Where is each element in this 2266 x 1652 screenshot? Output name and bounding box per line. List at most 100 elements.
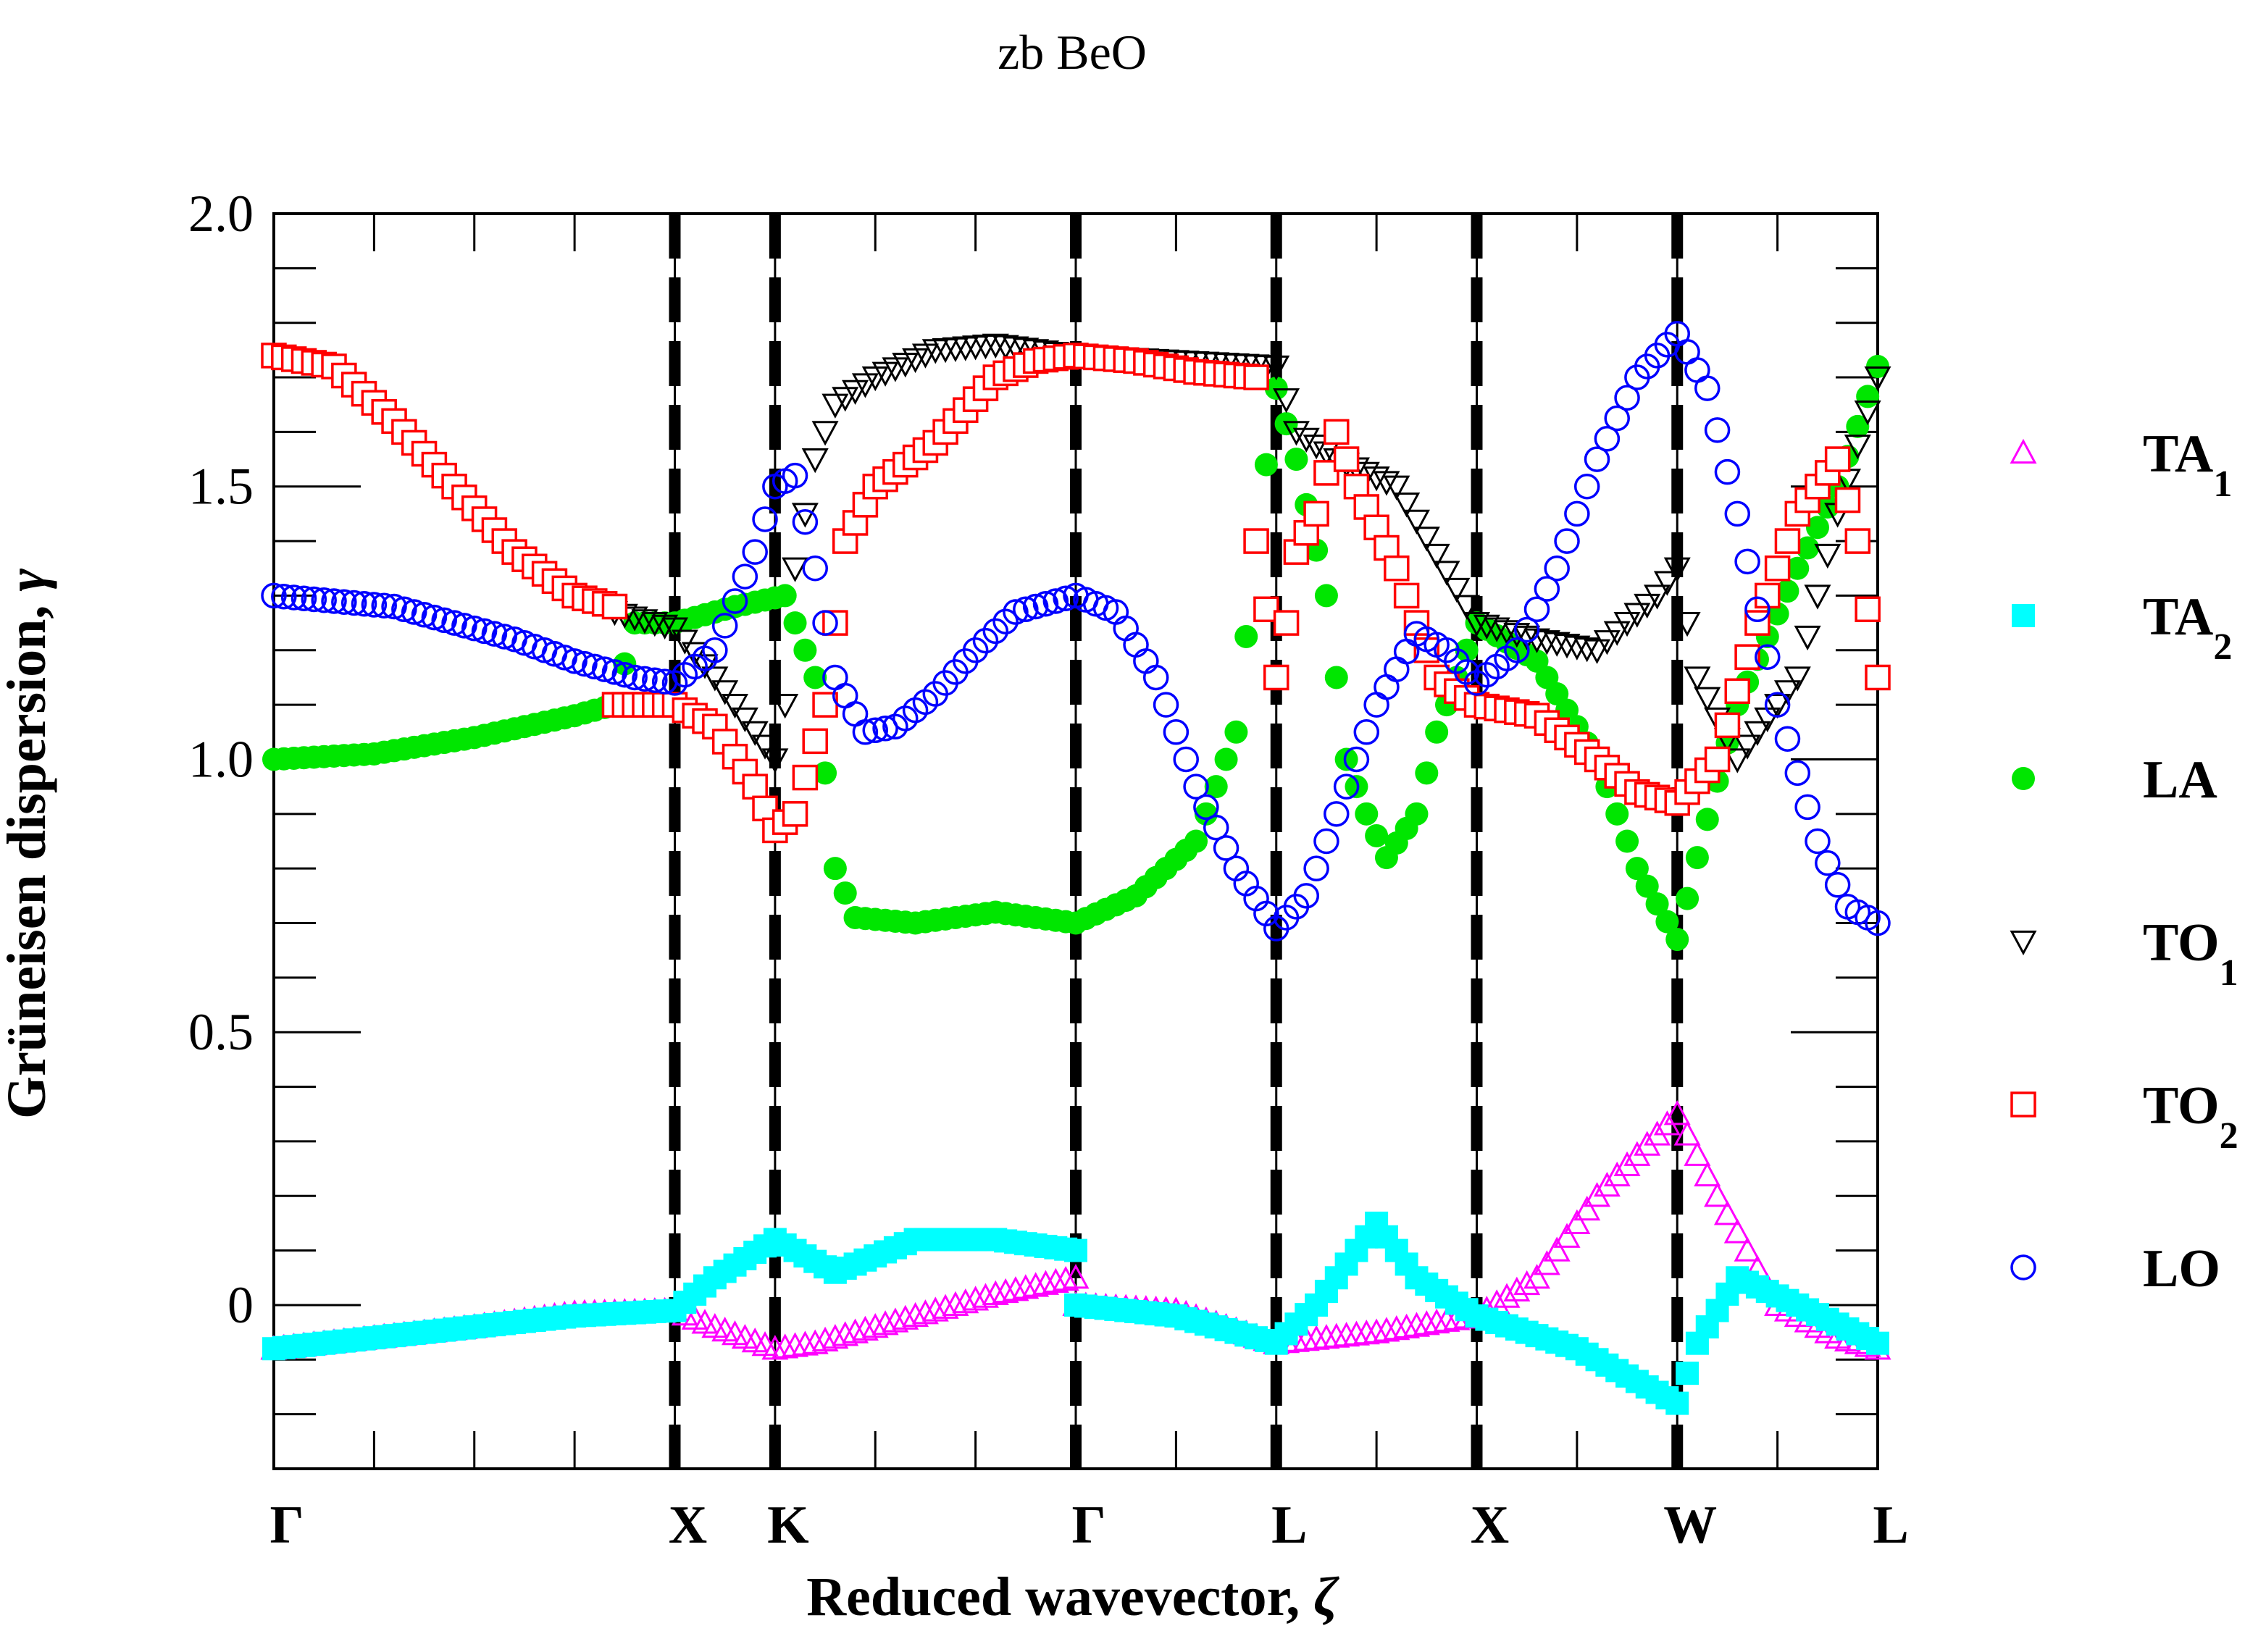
data-point bbox=[1755, 582, 1781, 609]
data-point bbox=[1042, 1267, 1069, 1293]
data-point bbox=[331, 589, 357, 615]
legend-marker bbox=[2010, 438, 2037, 464]
data-point bbox=[1676, 886, 1700, 910]
data-point bbox=[1384, 555, 1410, 582]
data-point bbox=[1645, 892, 1669, 916]
data-point bbox=[1342, 1320, 1370, 1346]
data-point bbox=[1064, 1238, 1087, 1262]
data-point bbox=[1393, 582, 1420, 609]
data-point bbox=[1314, 584, 1338, 608]
data-point bbox=[1402, 509, 1430, 534]
data-point bbox=[1313, 828, 1339, 855]
data-point bbox=[1635, 874, 1659, 898]
data-point bbox=[772, 1333, 799, 1359]
data-point bbox=[1613, 612, 1641, 637]
data-point bbox=[773, 584, 797, 608]
data-point bbox=[1805, 828, 1831, 855]
data-point bbox=[821, 393, 849, 419]
data-point bbox=[1694, 687, 1721, 712]
data-point bbox=[1713, 1200, 1741, 1225]
data-point bbox=[1704, 1182, 1731, 1207]
data-point bbox=[1695, 808, 1719, 831]
data-point bbox=[1534, 576, 1560, 602]
data-point bbox=[642, 667, 668, 693]
data-point bbox=[371, 592, 397, 619]
legend-label: TA1 bbox=[2143, 424, 2232, 505]
data-point bbox=[1774, 528, 1801, 554]
data-point bbox=[1032, 590, 1059, 617]
data-point bbox=[651, 614, 679, 640]
data-point bbox=[1856, 385, 1880, 408]
data-point bbox=[1052, 1265, 1079, 1291]
data-points bbox=[260, 321, 1891, 1415]
data-point bbox=[801, 1329, 829, 1354]
data-point bbox=[731, 707, 758, 733]
x-tick-label: Γ bbox=[269, 1496, 304, 1555]
data-point bbox=[461, 615, 488, 642]
data-point bbox=[722, 694, 749, 719]
high-symmetry-lines bbox=[669, 214, 1684, 1469]
data-point bbox=[1293, 883, 1320, 909]
data-point bbox=[1002, 336, 1029, 361]
data-point bbox=[1493, 620, 1521, 645]
data-point bbox=[1684, 666, 1711, 692]
data-point bbox=[361, 592, 388, 618]
data-point bbox=[1355, 802, 1379, 826]
y-axis-title: Grüneisen dispersion, γ bbox=[0, 569, 57, 1119]
data-point bbox=[962, 637, 989, 663]
data-point bbox=[842, 1318, 869, 1343]
data-point bbox=[701, 666, 729, 692]
data-point bbox=[1193, 794, 1219, 821]
data-point bbox=[1724, 500, 1751, 527]
data-point bbox=[803, 666, 827, 689]
data-point bbox=[1363, 692, 1389, 718]
data-point bbox=[1324, 419, 1350, 445]
legend-marker bbox=[2010, 930, 2037, 956]
data-point bbox=[1383, 475, 1410, 500]
data-point bbox=[792, 508, 819, 535]
data-point bbox=[1254, 453, 1278, 477]
data-point bbox=[1292, 1326, 1320, 1351]
data-point bbox=[1573, 1195, 1601, 1221]
data-point bbox=[1483, 617, 1510, 642]
data-point bbox=[1774, 726, 1801, 752]
data-point bbox=[1333, 446, 1360, 472]
data-point bbox=[711, 680, 739, 705]
data-point bbox=[1844, 528, 1871, 554]
legend-label: TO1 bbox=[2143, 913, 2238, 994]
data-point bbox=[1425, 720, 1449, 744]
data-point bbox=[1363, 1318, 1390, 1343]
data-point bbox=[632, 666, 658, 692]
x-tick-label: Γ bbox=[1071, 1496, 1105, 1555]
data-point bbox=[1453, 595, 1481, 620]
data-point bbox=[1303, 855, 1329, 881]
data-point bbox=[1644, 584, 1671, 610]
data-point bbox=[1553, 634, 1581, 659]
data-point bbox=[861, 1312, 889, 1338]
data-point bbox=[1053, 585, 1079, 611]
data-point bbox=[1744, 610, 1770, 636]
data-point bbox=[1433, 1307, 1460, 1332]
data-point bbox=[1333, 773, 1360, 800]
data-point bbox=[1864, 366, 1891, 392]
data-point bbox=[1533, 630, 1560, 655]
data-point bbox=[742, 539, 768, 565]
data-point bbox=[1373, 1317, 1400, 1342]
legend-label: TA2 bbox=[2143, 587, 2232, 668]
data-point bbox=[561, 648, 588, 674]
data-point bbox=[1614, 385, 1640, 411]
data-point bbox=[1533, 1250, 1560, 1275]
data-point bbox=[1553, 1223, 1581, 1248]
data-point bbox=[1523, 596, 1550, 623]
data-point bbox=[742, 773, 768, 800]
data-point bbox=[1263, 664, 1289, 691]
data-point bbox=[971, 1283, 999, 1308]
data-point bbox=[1513, 625, 1541, 651]
data-point bbox=[471, 618, 498, 645]
data-point bbox=[1345, 775, 1368, 799]
data-point bbox=[1593, 630, 1621, 655]
data-point bbox=[441, 610, 467, 636]
data-point bbox=[782, 1332, 809, 1357]
data-point bbox=[862, 717, 888, 744]
